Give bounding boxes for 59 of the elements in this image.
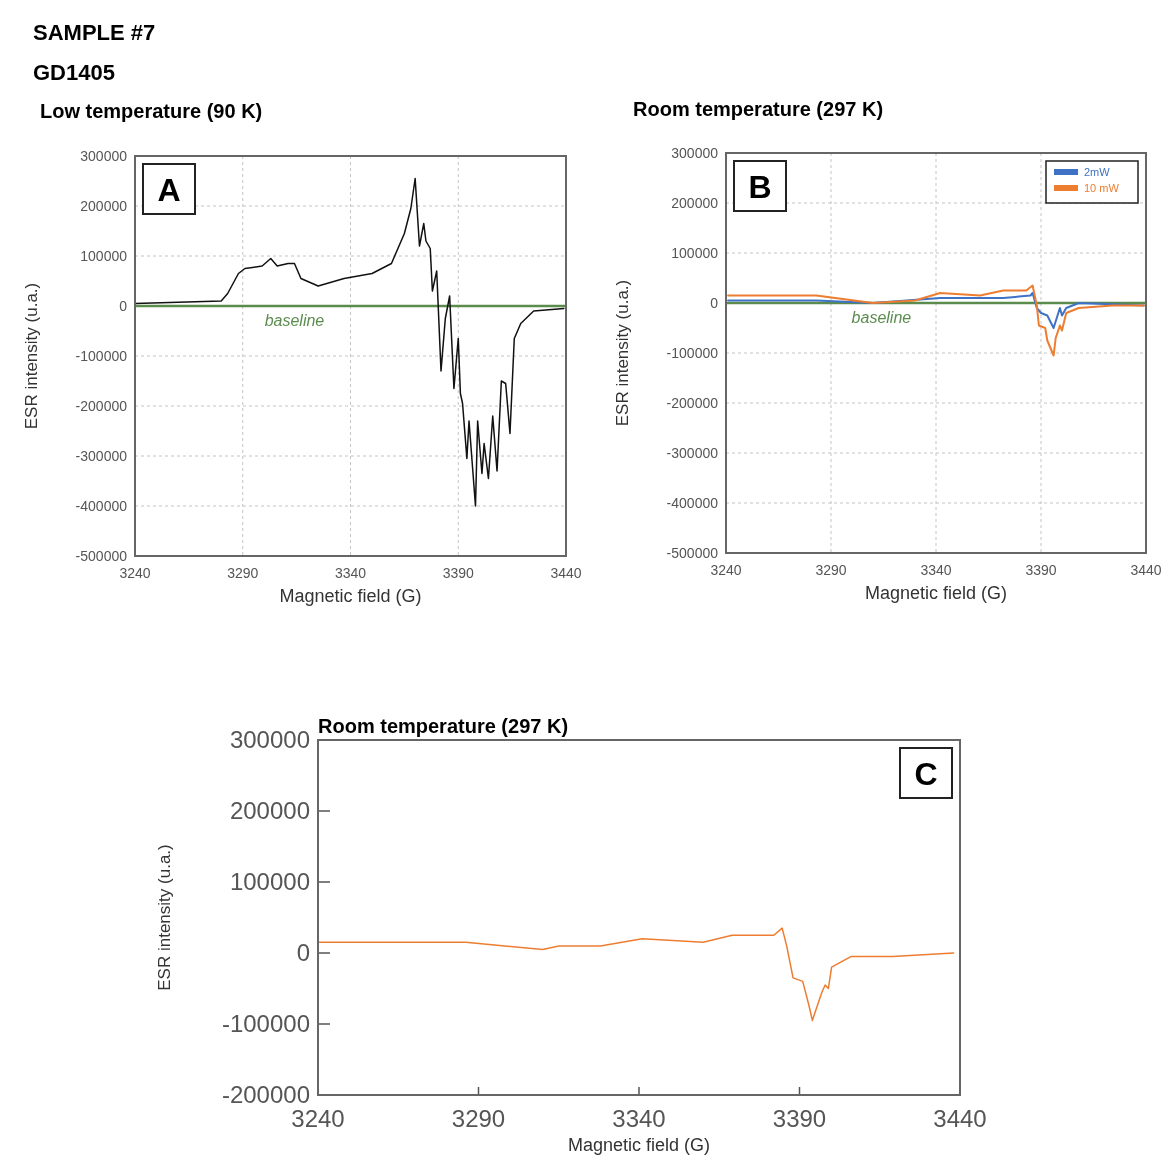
x-tick-label: 3290 xyxy=(815,562,847,578)
y-tick-label: 100000 xyxy=(229,868,310,896)
x-tick-label: 3340 xyxy=(612,1105,666,1132)
annotation: A xyxy=(157,172,181,208)
y-tick-label: 200000 xyxy=(671,194,719,211)
y-tick-label: 100000 xyxy=(671,244,719,261)
x-tick-label: 3340 xyxy=(920,562,952,578)
x-tick-label: 3440 xyxy=(1130,562,1162,578)
ref-line-label: baseline xyxy=(851,309,912,326)
text: SAMPLE #7 xyxy=(33,20,156,45)
chart-title: Room temperature (297 K) xyxy=(318,715,569,737)
annotation: B xyxy=(748,169,772,205)
x-tick-label: 3340 xyxy=(334,565,367,581)
y-tick-label: -200000 xyxy=(75,397,128,414)
y-tick-label: 100000 xyxy=(80,247,128,264)
x-tick-label: 3290 xyxy=(227,565,259,581)
y-tick-label: 0 xyxy=(119,297,128,314)
ref-line-label: baseline xyxy=(264,312,325,329)
y-tick-label: -400000 xyxy=(75,497,128,514)
y-tick-label: 300000 xyxy=(80,147,128,164)
y-tick-label: -400000 xyxy=(666,494,719,511)
x-axis-title: Magnetic field (G) xyxy=(567,1135,711,1155)
y-tick-label: 200000 xyxy=(229,797,310,825)
text: GD1405 xyxy=(33,60,115,85)
y-tick-label: 300000 xyxy=(229,726,310,754)
line-series xyxy=(727,292,1145,329)
y-tick-label: 300000 xyxy=(671,144,719,161)
chart-title: Room temperature (297 K) xyxy=(633,98,884,120)
y-tick-label: -300000 xyxy=(666,444,719,461)
y-tick-label: -300000 xyxy=(75,447,128,464)
y-tick-label: -100000 xyxy=(666,344,719,361)
y-axis-title: ESR intensity (u.a.) xyxy=(155,844,174,991)
x-tick-label: 3240 xyxy=(119,565,151,581)
y-tick-label: 200000 xyxy=(80,197,128,214)
x-tick-label: 3440 xyxy=(550,565,582,581)
x-tick-label: 3240 xyxy=(710,562,742,578)
line-series xyxy=(727,284,1145,357)
x-tick-label: 3390 xyxy=(1025,562,1057,578)
x-tick-label: 3390 xyxy=(442,565,475,581)
line-series xyxy=(317,927,955,1022)
x-tick-label: 3290 xyxy=(451,1105,506,1132)
y-tick-label: -200000 xyxy=(666,394,719,411)
x-tick-label: 3390 xyxy=(772,1105,827,1132)
y-tick-label: -100000 xyxy=(221,1010,310,1038)
x-axis-title: Magnetic field (G) xyxy=(864,583,1008,603)
chart-title: Low temperature (90 K) xyxy=(40,100,263,122)
y-tick-label: -100000 xyxy=(75,347,128,364)
y-tick-label: 0 xyxy=(710,294,719,311)
line-series xyxy=(134,177,565,507)
legend-label: 10 mW xyxy=(1084,182,1120,194)
y-axis-title: ESR intensity (u.a.) xyxy=(613,279,632,427)
y-tick-label: -500000 xyxy=(666,544,719,561)
x-tick-label: 3440 xyxy=(933,1105,987,1132)
x-axis-title: Magnetic field (G) xyxy=(279,586,422,606)
y-tick-label: 0 xyxy=(296,939,310,967)
y-tick-label: -500000 xyxy=(75,547,128,564)
y-axis-title: ESR intensity (u.a.) xyxy=(22,282,41,430)
annotation: C xyxy=(914,756,938,792)
legend-label: 2mW xyxy=(1084,166,1111,178)
